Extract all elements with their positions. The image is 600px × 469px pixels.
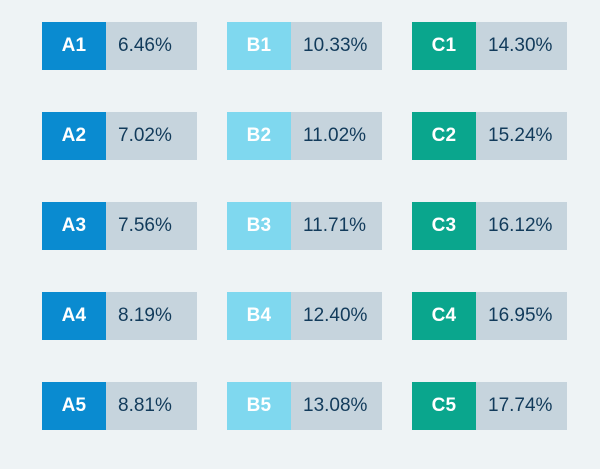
- value-c1: 14.30%: [488, 35, 553, 56]
- code-b3: B3: [227, 202, 291, 250]
- tile-b3: B3 11.71%: [227, 202, 382, 250]
- tile-c2: C2 15.24%: [412, 112, 567, 160]
- tile-b2: B2 11.02%: [227, 112, 382, 160]
- value-a3: 7.56%: [118, 215, 172, 236]
- tile-b1: B1 10.33%: [227, 22, 382, 70]
- tile-a1: A1 6.46%: [42, 22, 197, 70]
- value-b1: 10.33%: [303, 35, 368, 56]
- tile-a5: A5 8.81%: [42, 382, 197, 430]
- value-b3: 11.71%: [303, 215, 367, 236]
- tile-a3: A3 7.56%: [42, 202, 197, 250]
- code-c5: C5: [412, 382, 476, 430]
- value-b2: 11.02%: [303, 125, 367, 146]
- tile-c3: C3 16.12%: [412, 202, 567, 250]
- code-b1: B1: [227, 22, 291, 70]
- value-a2: 7.02%: [118, 125, 172, 146]
- rate-grid: A1 6.46% B1 10.33% C1 14.30% A2 7.02% B2…: [42, 22, 568, 430]
- value-c4: 16.95%: [488, 305, 553, 326]
- code-a4: A4: [42, 292, 106, 340]
- value-a5: 8.81%: [118, 395, 172, 416]
- code-b4: B4: [227, 292, 291, 340]
- value-a4: 8.19%: [118, 305, 172, 326]
- tile-c4: C4 16.95%: [412, 292, 567, 340]
- code-b2: B2: [227, 112, 291, 160]
- value-c3: 16.12%: [488, 215, 553, 236]
- code-c4: C4: [412, 292, 476, 340]
- code-a5: A5: [42, 382, 106, 430]
- tile-c1: C1 14.30%: [412, 22, 567, 70]
- code-c3: C3: [412, 202, 476, 250]
- tile-c5: C5 17.74%: [412, 382, 567, 430]
- code-b5: B5: [227, 382, 291, 430]
- code-c1: C1: [412, 22, 476, 70]
- value-a1: 6.46%: [118, 35, 172, 56]
- tile-a2: A2 7.02%: [42, 112, 197, 160]
- tile-a4: A4 8.19%: [42, 292, 197, 340]
- value-b4: 12.40%: [303, 305, 368, 326]
- code-a3: A3: [42, 202, 106, 250]
- tile-b5: B5 13.08%: [227, 382, 382, 430]
- code-c2: C2: [412, 112, 476, 160]
- code-a1: A1: [42, 22, 106, 70]
- value-b5: 13.08%: [303, 395, 368, 416]
- tile-b4: B4 12.40%: [227, 292, 382, 340]
- value-c5: 17.74%: [488, 395, 553, 416]
- code-a2: A2: [42, 112, 106, 160]
- value-c2: 15.24%: [488, 125, 553, 146]
